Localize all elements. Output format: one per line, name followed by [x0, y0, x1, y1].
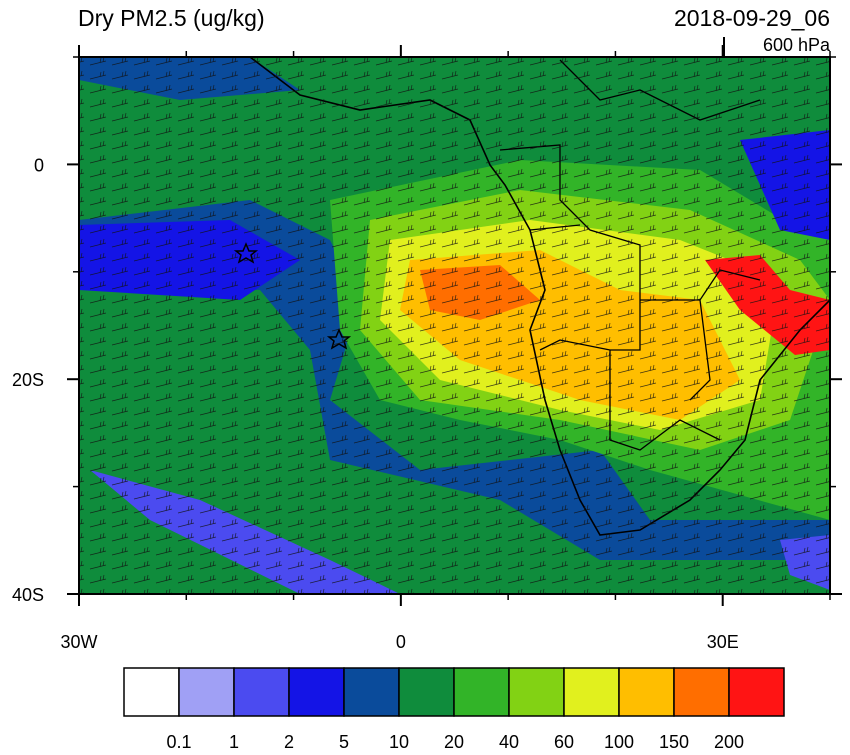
- colorbar-label: 0.1: [166, 732, 191, 750]
- axes: 30W 0 30E 0 20S 40S: [12, 45, 842, 652]
- colorbar-label: 20: [444, 732, 464, 750]
- map-frame: [78, 56, 831, 595]
- colorbar-box: [728, 667, 785, 717]
- colorbar-box: [343, 667, 400, 717]
- colorbar-label: 60: [554, 732, 574, 750]
- colorbar-label: 100: [604, 732, 634, 750]
- colorbar-label: 200: [714, 732, 744, 750]
- colorbar-box: [453, 667, 510, 717]
- colorbar-box: [563, 667, 620, 717]
- colorbar-label: 150: [659, 732, 689, 750]
- lon-tick-label: 30W: [60, 632, 97, 652]
- colorbar-box: [123, 667, 180, 717]
- colorbar-label: 1: [229, 732, 239, 750]
- lon-tick-label: 0: [396, 632, 406, 652]
- colorbar-label: 10: [389, 732, 409, 750]
- colorbar: 0.1 1 2 5 10 20 40 60 100 150 200: [123, 667, 785, 752]
- colorbar-box: [398, 667, 455, 717]
- colorbar-box: [508, 667, 565, 717]
- lat-tick-label: 20S: [12, 370, 44, 390]
- colorbar-box: [288, 667, 345, 717]
- lon-tick-label: 30E: [707, 632, 739, 652]
- title: Dry PM2.5 (ug/kg): [78, 5, 265, 31]
- colorbar-box: [673, 667, 730, 717]
- colorbar-box: [233, 667, 290, 717]
- time-label: 2018-09-29_06: [674, 5, 830, 31]
- coastlines: [79, 57, 830, 594]
- lat-tick-label: 40S: [12, 585, 44, 605]
- colorbar-label: 40: [499, 732, 519, 750]
- colorbar-label: 5: [339, 732, 349, 750]
- colorbar-box: [178, 667, 235, 717]
- level-label: 600 hPa: [763, 35, 831, 55]
- colorbar-label: 2: [284, 732, 294, 750]
- colorbar-box: [618, 667, 675, 717]
- lat-tick-label: 0: [34, 155, 44, 175]
